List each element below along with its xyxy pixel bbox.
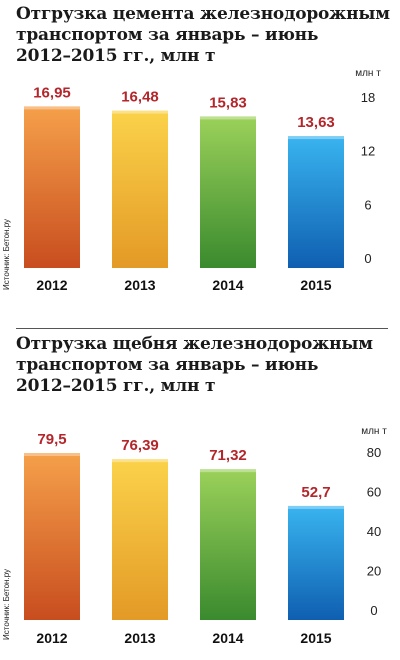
bar-highlight [112, 459, 168, 463]
bar-highlight [288, 505, 344, 509]
category-label: 2014 [212, 630, 243, 646]
bar-2014 [200, 116, 256, 268]
y-tick-label: 40 [367, 524, 381, 539]
value-label: 15,83 [209, 94, 247, 111]
unit-label: млн т [355, 68, 381, 79]
bar-2015 [288, 505, 344, 620]
y-tick-label: 60 [367, 485, 381, 500]
unit-label: млн т [361, 426, 387, 437]
category-label: 2012 [36, 277, 67, 293]
source-label: Источник: Бетон.ру [2, 569, 11, 640]
y-tick-label: 18 [361, 90, 375, 105]
category-label: 2015 [300, 630, 331, 646]
value-label: 16,48 [121, 89, 159, 106]
source-label: Источник: Бетон.ру [2, 219, 11, 290]
category-label: 2015 [300, 277, 331, 293]
cement-chart-plot: 16,95 2012 16,48 2013 15,83 2014 13,63 2015 0 6 12… [2, 68, 381, 293]
value-label: 76,39 [121, 437, 159, 454]
gravel-chart-title: Отгрузка щебня железнодорожным транспорт… [16, 334, 373, 396]
bar-highlight [24, 106, 80, 110]
category-label: 2012 [36, 630, 67, 646]
y-tick-label: 20 [367, 564, 381, 579]
value-label: 79,5 [37, 431, 66, 448]
bar-highlight [200, 116, 256, 120]
value-label: 16,95 [33, 84, 71, 101]
bar-2013 [112, 110, 168, 269]
value-label: 52,7 [301, 484, 330, 501]
value-label: 71,32 [209, 447, 247, 464]
bar-highlight [200, 469, 256, 473]
y-tick-label: 0 [370, 603, 377, 618]
gravel-chart-plot: 79,5 2012 76,39 2013 71,32 2014 52,7 2015 0 20 40 6… [2, 426, 387, 646]
bar-2013 [112, 459, 168, 620]
y-tick-label: 12 [361, 144, 375, 159]
category-label: 2014 [212, 277, 243, 293]
value-label: 13,63 [297, 114, 335, 131]
bar-highlight [288, 136, 344, 140]
bar-2012 [24, 452, 80, 620]
chart-divider [16, 328, 388, 329]
bar-highlight [24, 452, 80, 456]
bar-2012 [24, 106, 80, 269]
bar-highlight [112, 110, 168, 114]
cement-chart-title: Отгрузка цемента железнодорожным транспо… [16, 4, 390, 66]
category-label: 2013 [124, 277, 155, 293]
category-label: 2013 [124, 630, 155, 646]
y-tick-label: 0 [364, 251, 371, 266]
y-tick-label: 80 [367, 445, 381, 460]
bar-2014 [200, 469, 256, 620]
y-tick-label: 6 [364, 197, 371, 212]
bar-2015 [288, 136, 344, 268]
